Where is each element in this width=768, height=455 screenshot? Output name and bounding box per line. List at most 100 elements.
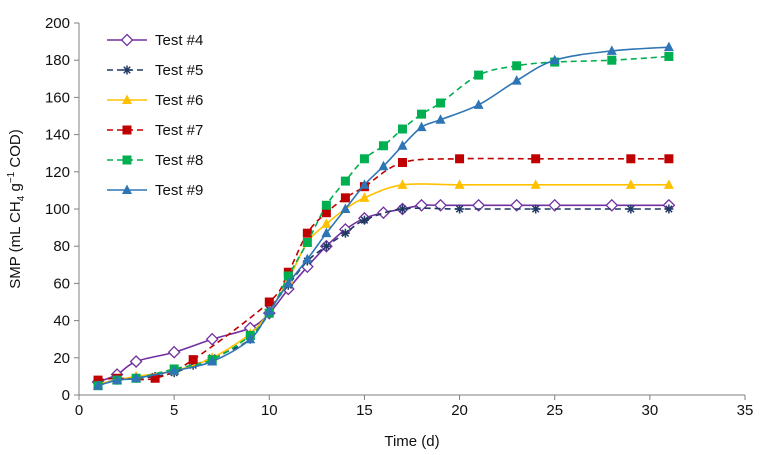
data-point bbox=[340, 228, 350, 238]
legend-label: Test #4 bbox=[155, 32, 203, 49]
axes: 0 5 10 15 20 25 30 35 0 20 40 60 80 100 120 140 160 180 20… bbox=[45, 15, 753, 419]
data-point bbox=[283, 277, 294, 288]
data-point bbox=[340, 193, 350, 203]
y-tick-label: 0 bbox=[62, 387, 70, 404]
series-4 bbox=[91, 198, 676, 389]
data-point bbox=[169, 365, 180, 375]
data-point bbox=[112, 374, 123, 385]
y-tick-label: 40 bbox=[53, 313, 70, 330]
asterisk-stroke bbox=[322, 242, 331, 250]
legend-marker bbox=[122, 65, 132, 75]
legend-marker bbox=[122, 94, 132, 104]
legend-item: Test #6 bbox=[107, 92, 203, 109]
data-point bbox=[415, 198, 428, 212]
series-5 bbox=[93, 204, 674, 389]
data-point bbox=[397, 179, 408, 189]
data-point bbox=[340, 203, 351, 213]
data-point bbox=[93, 375, 103, 385]
data-point bbox=[416, 121, 427, 132]
data-point bbox=[377, 206, 390, 220]
data-point bbox=[417, 109, 427, 119]
x-tick-label: 5 bbox=[170, 402, 178, 419]
data-point bbox=[302, 253, 313, 264]
data-point bbox=[397, 158, 407, 167]
data-point bbox=[150, 373, 160, 383]
legend-label: Test #5 bbox=[155, 62, 203, 79]
legend-item: Test #8 bbox=[107, 152, 203, 169]
y-tick-label: 20 bbox=[53, 350, 70, 367]
data-point bbox=[245, 333, 256, 344]
data-point bbox=[510, 198, 524, 212]
data-point bbox=[663, 41, 674, 52]
data-point bbox=[511, 75, 522, 85]
y-tick-label: 200 bbox=[45, 15, 70, 32]
legend-item: Test #7 bbox=[107, 122, 203, 139]
data-point bbox=[626, 154, 636, 164]
y-axis-title-subscript: 4 bbox=[16, 195, 27, 201]
data-point bbox=[605, 198, 619, 212]
data-point bbox=[359, 192, 370, 202]
legend-item: Test #4 bbox=[107, 32, 203, 49]
data-point bbox=[531, 154, 541, 164]
asterisk-stroke bbox=[455, 205, 464, 213]
data-point bbox=[606, 45, 617, 55]
x-tick-label: 0 bbox=[75, 402, 83, 419]
data-point bbox=[531, 204, 541, 214]
data-point bbox=[435, 114, 446, 124]
data-point bbox=[188, 355, 198, 365]
x-tick-label: 10 bbox=[261, 402, 278, 419]
data-point bbox=[454, 179, 465, 189]
data-point bbox=[264, 297, 274, 307]
data-point bbox=[625, 179, 636, 189]
data-point bbox=[455, 154, 465, 164]
data-point bbox=[474, 70, 484, 80]
y-tick-label: 100 bbox=[45, 201, 70, 218]
data-point bbox=[512, 61, 522, 71]
data-point bbox=[93, 380, 104, 390]
data-point bbox=[302, 228, 312, 238]
y-tick-label: 180 bbox=[45, 52, 70, 69]
data-point bbox=[321, 241, 331, 251]
legend-marker bbox=[122, 184, 132, 194]
data-point bbox=[626, 204, 636, 214]
data-point bbox=[397, 140, 408, 150]
legend-label: Test #6 bbox=[155, 92, 203, 109]
series-line bbox=[97, 204, 669, 383]
x-tick-label: 30 bbox=[642, 402, 659, 419]
data-point bbox=[548, 198, 562, 212]
data-point bbox=[397, 204, 407, 214]
asterisk-stroke bbox=[398, 205, 407, 213]
x-axis-title: Time (d) bbox=[384, 433, 439, 450]
series-layer bbox=[91, 41, 676, 391]
data-point bbox=[283, 271, 293, 281]
y-tick-label: 160 bbox=[45, 89, 70, 106]
data-point bbox=[472, 198, 486, 212]
legend-label: Test #7 bbox=[155, 122, 203, 139]
x-tick-label: 35 bbox=[737, 402, 754, 419]
x-tick-label: 25 bbox=[546, 402, 563, 419]
y-axis-title-part: COD) bbox=[7, 129, 24, 172]
x-tick-label: 15 bbox=[356, 402, 373, 419]
y-axis-title-part: SMP (mL CH bbox=[7, 201, 24, 289]
data-point bbox=[207, 356, 218, 366]
legend-marker bbox=[122, 155, 132, 165]
data-point bbox=[473, 99, 484, 109]
y-tick-label: 60 bbox=[53, 275, 70, 292]
x-tick-label: 20 bbox=[451, 402, 468, 419]
data-point bbox=[359, 215, 369, 225]
legend-label: Test #8 bbox=[155, 152, 203, 169]
legend-marker bbox=[120, 33, 134, 47]
legend-marker bbox=[122, 125, 132, 135]
legend-item: Test #9 bbox=[107, 182, 203, 199]
y-tick-label: 120 bbox=[45, 164, 70, 181]
data-point bbox=[664, 51, 674, 61]
data-point bbox=[663, 179, 674, 189]
data-point bbox=[321, 218, 332, 228]
data-point bbox=[131, 372, 142, 383]
data-point bbox=[455, 204, 465, 214]
y-axis-title-part: g bbox=[7, 183, 24, 196]
data-point bbox=[664, 204, 674, 214]
data-point bbox=[340, 176, 350, 186]
data-point bbox=[378, 160, 389, 171]
